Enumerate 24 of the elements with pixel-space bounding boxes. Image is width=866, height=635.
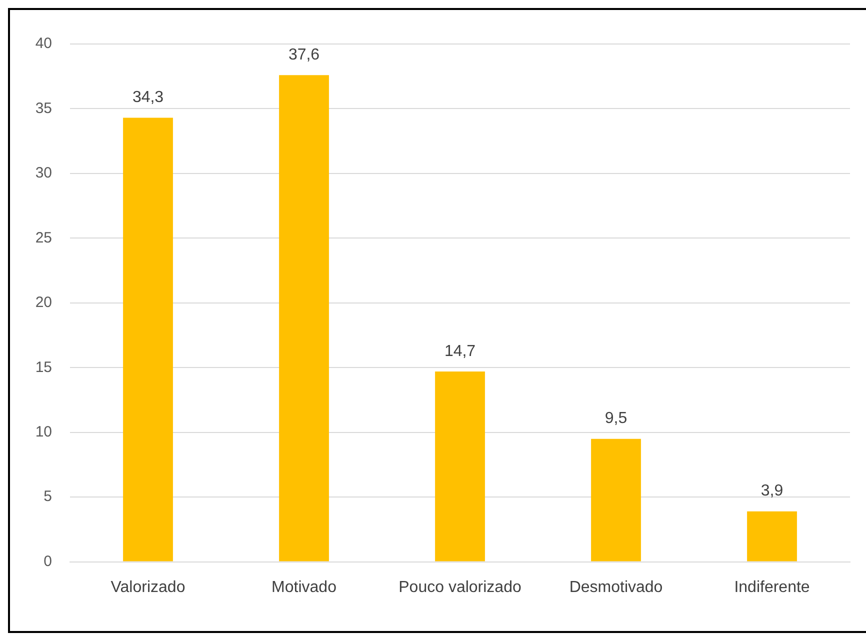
x-tick-label: Desmotivado: [569, 578, 663, 596]
y-tick-label: 20: [35, 294, 52, 312]
data-label: 14,7: [444, 342, 476, 360]
bar: [747, 511, 797, 562]
y-tick-label: 30: [35, 164, 52, 182]
y-tick-label: 10: [35, 423, 52, 440]
x-tick-label: Pouco valorizado: [398, 578, 522, 596]
y-tick-label: 25: [35, 229, 52, 246]
x-tick-label: Valorizado: [110, 578, 186, 596]
x-tick-label: Indiferente: [734, 578, 810, 596]
x-tick-label: Motivado: [272, 578, 337, 596]
y-tick-label: 40: [35, 35, 52, 52]
bar: [591, 438, 641, 562]
bar: [123, 118, 173, 562]
data-label: 9,5: [604, 410, 628, 428]
data-label: 37,6: [288, 46, 320, 64]
y-tick-label: 15: [35, 358, 52, 376]
y-tick-label: 0: [44, 552, 52, 570]
bar: [435, 372, 485, 562]
data-label: 3,9: [760, 482, 784, 500]
y-tick-label: 5: [44, 488, 52, 506]
data-label: 34,3: [132, 89, 164, 106]
bar: [279, 75, 329, 562]
y-tick-label: 35: [35, 100, 52, 117]
